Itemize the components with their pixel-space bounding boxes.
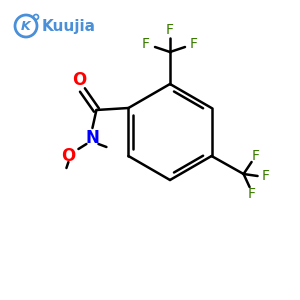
Text: F: F	[142, 37, 150, 51]
Text: F: F	[190, 37, 198, 51]
Text: F: F	[166, 23, 174, 37]
Text: K: K	[21, 20, 31, 32]
Text: O: O	[72, 71, 87, 89]
Text: N: N	[85, 129, 99, 147]
Text: Kuujia: Kuujia	[42, 19, 96, 34]
Text: F: F	[252, 149, 260, 163]
Text: O: O	[61, 147, 76, 165]
Text: F: F	[248, 187, 256, 201]
Text: F: F	[262, 169, 270, 183]
